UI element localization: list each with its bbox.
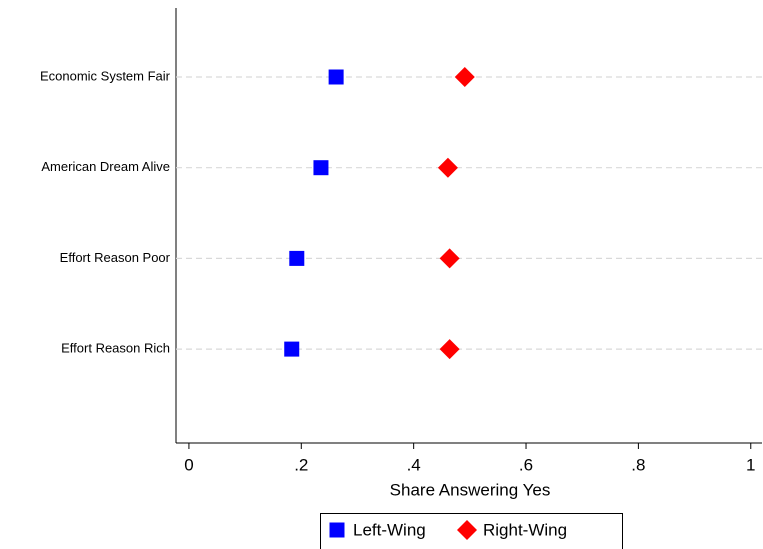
diamond-marker [439,248,460,269]
x-tick-label: .2 [294,455,308,474]
diamond-marker [437,157,458,178]
square-marker [328,69,344,85]
y-tick-label: American Dream Alive [41,159,170,174]
x-tick-label: 0 [184,455,193,474]
y-tick-label: Economic System Fair [40,68,171,83]
legend-marker [329,522,345,538]
legend-label: Right-Wing [483,520,567,539]
y-tick-label: Effort Reason Rich [61,341,170,356]
legend-marker [457,520,477,540]
x-tick-label: .4 [407,455,421,474]
x-tick-label: .8 [631,455,645,474]
square-marker [313,160,329,176]
y-tick-label: Effort Reason Poor [60,250,171,265]
diamond-marker [454,67,475,87]
square-marker [284,341,300,357]
x-tick-label: .6 [519,455,533,474]
legend-label: Left-Wing [353,520,426,539]
x-axis-title: Share Answering Yes [390,480,551,499]
x-tick-label: 1 [746,455,755,474]
diamond-marker [439,339,460,360]
square-marker [289,250,305,266]
